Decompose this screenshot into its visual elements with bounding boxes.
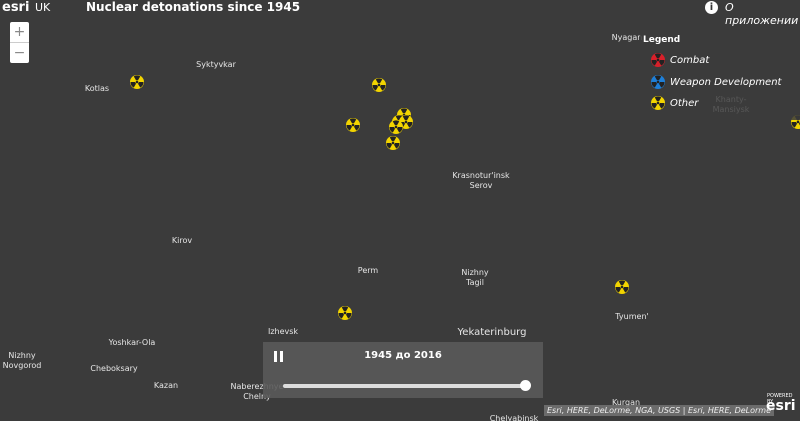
logo-suffix: UK [35,1,51,14]
city-label: Tagil [465,278,484,287]
marker-center [404,120,408,124]
marker-blades [651,96,665,109]
city-label: Yoshkar-Ola [108,338,156,347]
slider-track [283,384,526,388]
legend-item: Other [670,98,699,109]
title: Nuclear detonations since 1945 [86,0,301,14]
detonation-marker [615,280,629,294]
marker-blades [651,75,665,88]
about-link[interactable]: О приложении [725,1,799,27]
zoom-out[interactable]: − [13,45,26,61]
detonation-marker [651,53,665,67]
legend: Legend Combat Weapon Development Other [640,32,800,120]
marker-center [620,285,624,289]
pause-button[interactable] [274,351,277,362]
detonation-marker [346,118,360,132]
detonation-marker [386,136,400,150]
marker-blades [130,75,144,88]
marker-center [351,123,355,127]
marker-center [377,83,381,87]
legend-title: Legend [643,35,681,45]
city-label: Nizhny [8,351,36,360]
time-slider: 1945 до 2016 [263,342,543,398]
marker-blades [651,53,665,66]
city-label: Krasnotur'insk [452,171,510,180]
detonation-marker [372,78,386,92]
city-label: Chelyabinsk [490,414,539,421]
city-label: Kirov [172,236,192,245]
city-label: Perm [358,266,379,275]
header: esri UK Nuclear detonations since 1945 i… [0,0,800,27]
time-label: 1945 до 2016 [364,350,442,361]
logo: esri [2,0,30,15]
powered-by-brand: esri [766,398,796,414]
marker-center [656,80,660,84]
marker-blades [372,78,386,91]
city-label: Tyumen' [614,312,648,321]
marker-center [656,101,660,105]
marker-blades [389,120,403,133]
city-label: Naberezhnye [231,382,284,391]
legend-item: Weapon Development [670,77,782,88]
city-label: Serov [470,181,493,190]
city-label: Cheboksary [90,364,138,373]
city-label: Kurgan [612,398,640,407]
marker-blades [346,118,360,131]
detonation-marker [651,96,665,110]
marker-center [135,80,139,84]
city-label: Syktyvkar [196,60,236,69]
city-label: Novgorod [3,361,42,370]
marker-center [394,125,398,129]
city-label: Yekaterinburg [457,327,527,338]
city-label: Nyagan [612,33,643,42]
marker-blades [386,136,400,149]
city-label: Chelny [243,392,271,401]
detonation-marker [389,120,403,134]
marker-center [343,311,347,315]
powered-by-caption: POWERED BY [767,393,793,405]
city-label: Izhevsk [268,327,298,336]
zoom-control: + − [10,22,29,63]
zoom-in[interactable]: + [10,22,29,43]
marker-blades [338,306,352,319]
marker-center [391,141,395,145]
city-label: Nizhny [461,268,489,277]
detonation-marker [130,75,144,89]
marker-blades [615,280,629,293]
detonation-marker [338,306,352,320]
info-icon[interactable]: i [705,1,718,14]
city-label: Kotlas [85,84,109,93]
marker-blades [399,115,413,128]
slider-thumb[interactable] [520,380,531,391]
detonation-marker [651,75,665,89]
legend-icons [651,53,665,110]
marker-center [656,58,660,62]
attribution: Esri, HERE, DeLorme, NGA, USGS | Esri, H… [544,405,775,416]
legend-item: Combat [670,55,710,66]
marker-center [796,120,800,124]
city-label: Kazan [154,381,178,390]
